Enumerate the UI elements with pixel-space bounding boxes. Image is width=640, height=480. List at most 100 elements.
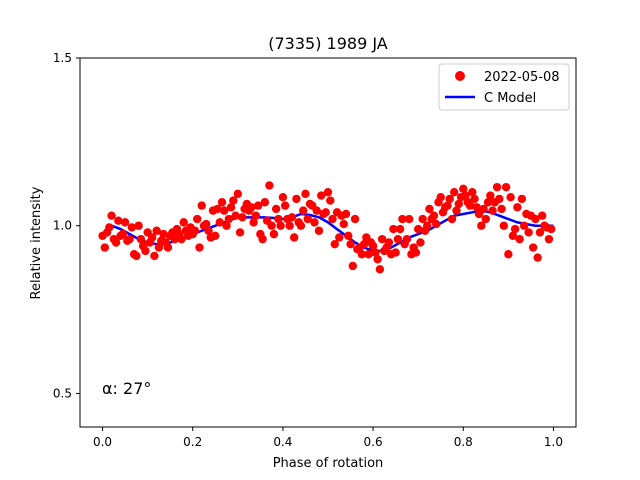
data-point — [479, 204, 488, 214]
data-point — [504, 250, 513, 259]
axes-frame — [79, 57, 577, 428]
x-tick-label: 0.0 — [93, 435, 112, 449]
x-tick-label: 1.0 — [544, 435, 563, 449]
data-point — [486, 191, 495, 200]
data-point — [267, 221, 276, 230]
y-tick-label: 1.0 — [53, 219, 72, 233]
data-point — [477, 221, 486, 230]
data-point — [531, 214, 540, 224]
legend-scatter-marker — [455, 71, 465, 81]
data-point — [229, 196, 238, 205]
data-point — [506, 193, 515, 202]
data-point — [269, 229, 279, 239]
data-point — [535, 228, 545, 237]
data-point — [317, 191, 326, 200]
data-point — [197, 201, 206, 210]
phase-angle-annotation: α: 27° — [102, 379, 151, 398]
data-point — [508, 231, 518, 240]
data-point — [389, 224, 398, 234]
data-point — [481, 214, 491, 224]
x-tick-label: 0.2 — [183, 435, 202, 449]
y-tick-label: 1.5 — [53, 51, 72, 65]
data-point — [510, 224, 520, 234]
data-point — [247, 203, 256, 212]
data-point — [226, 203, 236, 212]
y-axis-label: Relative intensity — [29, 186, 44, 299]
data-point — [260, 198, 270, 207]
data-point — [105, 223, 114, 232]
plot-area — [98, 181, 556, 274]
y-tick-label: 0.5 — [53, 386, 72, 400]
data-point — [450, 187, 459, 197]
data-point — [159, 229, 168, 239]
data-point — [278, 193, 288, 202]
data-point — [127, 223, 137, 232]
data-point — [492, 182, 502, 192]
data-point — [375, 265, 385, 274]
data-point — [499, 221, 509, 230]
data-point — [344, 231, 353, 240]
data-point — [373, 255, 382, 264]
scatter-points — [98, 181, 556, 274]
data-point — [377, 234, 387, 244]
data-point — [368, 241, 378, 251]
data-point — [398, 214, 407, 224]
data-point — [335, 233, 344, 242]
data-point — [413, 224, 423, 234]
legend-label-model: C Model — [484, 91, 536, 106]
data-point — [190, 226, 200, 235]
data-point — [233, 189, 243, 199]
data-point — [195, 243, 204, 252]
data-point — [465, 201, 475, 210]
x-axis-ticks: 0.0 0.2 0.4 0.6 0.8 1.0 — [93, 427, 563, 449]
data-point — [328, 214, 337, 224]
data-point — [470, 194, 479, 204]
data-point — [447, 214, 457, 224]
data-point — [461, 191, 470, 200]
data-point — [436, 193, 445, 202]
data-point — [215, 218, 224, 227]
data-point — [253, 201, 263, 210]
data-point — [547, 224, 556, 234]
data-point — [339, 219, 348, 229]
x-axis-label: Phase of rotation — [273, 456, 384, 471]
data-point — [429, 211, 439, 220]
data-point — [107, 211, 116, 220]
data-point — [310, 218, 319, 227]
data-point — [404, 214, 414, 224]
data-point — [432, 219, 441, 229]
data-point — [330, 239, 339, 249]
y-axis-ticks: 0.5 1.0 1.5 — [53, 51, 80, 400]
data-point — [111, 238, 121, 247]
data-point — [217, 198, 227, 207]
data-point — [238, 213, 247, 222]
data-point — [258, 234, 267, 244]
data-point — [544, 234, 554, 244]
data-point — [346, 239, 355, 249]
data-point — [497, 204, 506, 214]
data-point — [418, 214, 427, 224]
data-point — [204, 226, 213, 235]
data-point — [445, 194, 454, 204]
data-point — [134, 221, 143, 230]
data-point — [147, 233, 157, 242]
legend-box — [438, 63, 570, 111]
data-point — [202, 219, 211, 229]
data-point — [459, 184, 468, 194]
data-point — [501, 182, 511, 192]
data-point — [224, 214, 233, 224]
data-point — [289, 233, 299, 242]
data-point — [524, 228, 533, 237]
data-point — [299, 206, 308, 215]
data-point — [533, 253, 542, 262]
x-tick-label: 0.4 — [273, 435, 292, 449]
data-point — [425, 204, 434, 214]
data-point — [359, 239, 369, 249]
data-point — [118, 229, 128, 239]
x-tick-label: 0.6 — [364, 435, 383, 449]
data-point — [416, 238, 425, 247]
data-point — [513, 203, 522, 212]
data-point — [220, 206, 229, 215]
data-point — [528, 243, 538, 252]
